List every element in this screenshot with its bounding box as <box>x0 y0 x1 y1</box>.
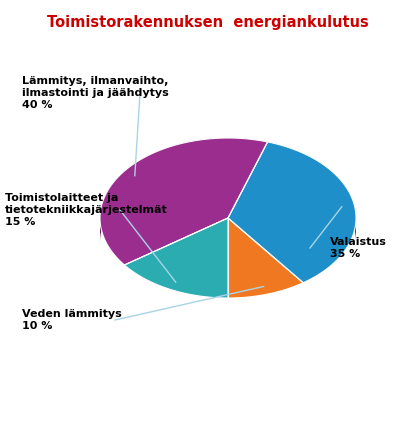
Polygon shape <box>100 138 267 265</box>
Polygon shape <box>267 142 356 242</box>
Text: Veden lämmitys
10 %: Veden lämmitys 10 % <box>22 309 122 331</box>
Polygon shape <box>228 142 356 283</box>
Polygon shape <box>228 218 303 298</box>
Text: Lämmitys, ilmanvaihto,
ilmastointi ja jäähdytys
40 %: Lämmitys, ilmanvaihto, ilmastointi ja jä… <box>22 76 169 110</box>
Polygon shape <box>100 138 267 242</box>
Polygon shape <box>124 218 228 298</box>
Text: Valaistus
35 %: Valaistus 35 % <box>330 237 387 259</box>
Text: Toimistorakennuksen  energiankulutus: Toimistorakennuksen energiankulutus <box>47 15 369 30</box>
Text: Toimistolaitteet ja
tietotekniikkajärjestelmät
15 %: Toimistolaitteet ja tietotekniikkajärjes… <box>5 192 168 228</box>
